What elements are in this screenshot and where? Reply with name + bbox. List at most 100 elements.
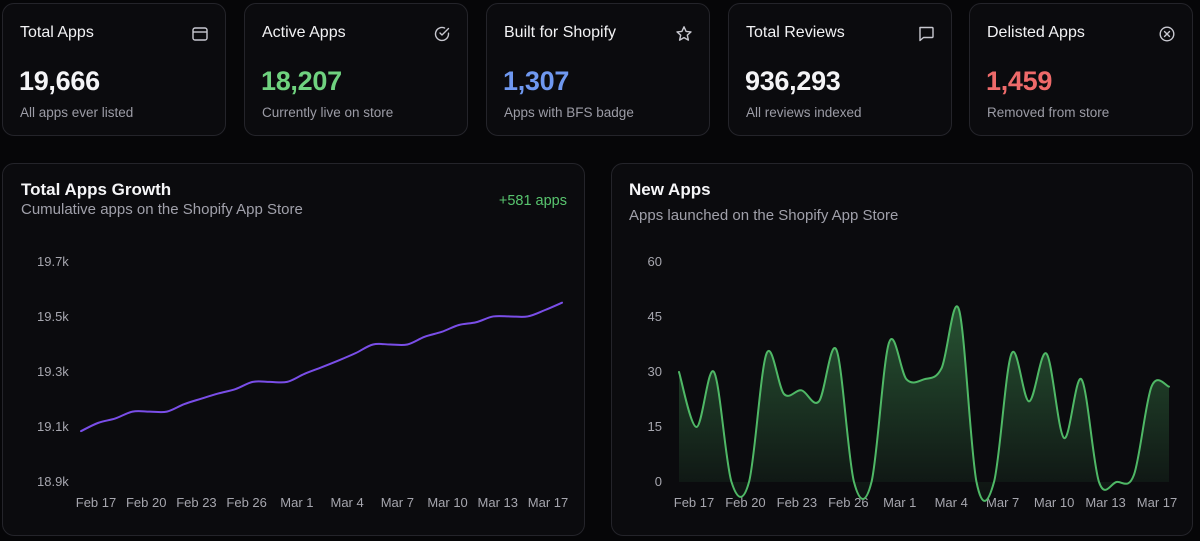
data-point[interactable]: [920, 375, 928, 383]
data-point[interactable]: [335, 356, 343, 364]
data-point[interactable]: [421, 333, 429, 341]
data-point[interactable]: [214, 389, 222, 397]
data-point[interactable]: [1165, 383, 1173, 391]
data-point[interactable]: [94, 419, 102, 427]
stat-card-active-apps: Active Apps 18,207 Currently live on sto…: [244, 3, 468, 136]
stat-caption: All apps ever listed: [20, 105, 134, 120]
data-point[interactable]: [745, 478, 753, 486]
data-point[interactable]: [146, 408, 154, 416]
x-tick-label: Mar 1: [280, 495, 313, 510]
data-point[interactable]: [163, 408, 171, 416]
data-point[interactable]: [438, 328, 446, 336]
stat-card-built-for-shopify: Built for Shopify 1,307 Apps with BFS ba…: [486, 3, 710, 136]
data-point[interactable]: [266, 378, 274, 386]
data-point[interactable]: [1043, 350, 1051, 358]
stat-label: Delisted Apps: [987, 24, 1085, 41]
x-tick-label: Feb 20: [126, 495, 166, 510]
chart-title: Total Apps Growth: [21, 180, 172, 199]
data-point[interactable]: [129, 408, 137, 416]
data-point[interactable]: [489, 312, 497, 320]
data-point[interactable]: [1095, 478, 1103, 486]
data-point[interactable]: [352, 349, 360, 357]
x-tick-label: Feb 26: [226, 495, 266, 510]
data-point[interactable]: [990, 478, 998, 486]
data-point[interactable]: [780, 390, 788, 398]
x-tick-label: Mar 10: [1034, 495, 1074, 510]
data-point[interactable]: [283, 378, 291, 386]
growth-chart-card: Total Apps Growth Cumulative apps on the…: [2, 163, 585, 536]
data-point[interactable]: [232, 385, 240, 393]
y-tick-label: 0: [655, 474, 662, 489]
stat-label: Total Apps: [20, 24, 94, 41]
data-point[interactable]: [300, 370, 308, 378]
data-point[interactable]: [1060, 434, 1068, 442]
stat-label: Total Reviews: [746, 24, 845, 41]
data-point[interactable]: [472, 318, 480, 326]
x-tick-label: Mar 7: [381, 495, 414, 510]
growth-badge: +581 apps: [498, 193, 567, 209]
y-tick-label: 19.7k: [37, 254, 69, 269]
data-point[interactable]: [403, 341, 411, 349]
x-tick-label: Mar 10: [427, 495, 467, 510]
data-point[interactable]: [524, 312, 532, 320]
data-point[interactable]: [710, 368, 718, 376]
data-point[interactable]: [728, 478, 736, 486]
x-tick-label: Mar 4: [330, 495, 363, 510]
data-point[interactable]: [249, 378, 257, 386]
x-tick-label: Mar 17: [1137, 495, 1177, 510]
data-point[interactable]: [675, 368, 683, 376]
data-point[interactable]: [1078, 375, 1086, 383]
data-point[interactable]: [850, 478, 858, 486]
stat-caption: Currently live on store: [262, 105, 394, 120]
stat-caption: All reviews indexed: [746, 105, 862, 120]
data-point[interactable]: [386, 341, 394, 349]
data-point[interactable]: [798, 386, 806, 394]
data-point[interactable]: [541, 306, 549, 314]
data-point[interactable]: [77, 427, 85, 435]
data-point[interactable]: [558, 299, 566, 307]
y-tick-label: 19.5k: [37, 309, 69, 324]
stat-value: 936,293: [745, 66, 841, 96]
stat-value: 19,666: [19, 66, 100, 96]
series-line: [678, 305, 1170, 502]
x-tick-label: Mar 17: [528, 495, 568, 510]
message-square-icon: [917, 25, 935, 43]
data-point[interactable]: [180, 400, 188, 408]
data-point[interactable]: [903, 375, 911, 383]
growth-chart: 18.9k 19.1k 19.3k 19.5k 19.7k Feb 17 Feb 20 Feb…: [37, 254, 568, 510]
data-point[interactable]: [455, 321, 463, 329]
stat-label: Active Apps: [262, 24, 346, 41]
x-tick-label: Mar 7: [986, 495, 1019, 510]
y-tick-label: 19.1k: [37, 419, 69, 434]
stat-value: 1,459: [986, 66, 1053, 96]
stat-value: 1,307: [503, 66, 570, 96]
data-point[interactable]: [1130, 471, 1138, 479]
data-point[interactable]: [318, 363, 326, 371]
data-point[interactable]: [693, 423, 701, 431]
data-point[interactable]: [369, 341, 377, 349]
data-point[interactable]: [1148, 383, 1156, 391]
data-point[interactable]: [868, 478, 876, 486]
data-point[interactable]: [885, 339, 893, 347]
data-point[interactable]: [1113, 478, 1121, 486]
data-point[interactable]: [955, 306, 963, 314]
data-point[interactable]: [938, 364, 946, 372]
x-tick-label: Mar 1: [883, 495, 916, 510]
data-point[interactable]: [833, 346, 841, 354]
data-point[interactable]: [111, 414, 119, 422]
stat-label: Built for Shopify: [504, 24, 617, 41]
data-point[interactable]: [1025, 397, 1033, 405]
data-point[interactable]: [197, 395, 205, 403]
data-point[interactable]: [1008, 350, 1016, 358]
data-point[interactable]: [973, 478, 981, 486]
data-point[interactable]: [506, 312, 514, 320]
y-tick-label: 15: [648, 419, 662, 434]
chart-subtitle: Apps launched on the Shopify App Store: [629, 207, 899, 224]
x-tick-label: Feb 17: [76, 495, 116, 510]
x-tick-label: Mar 4: [935, 495, 968, 510]
chart-title: New Apps: [629, 180, 711, 199]
check-circle-icon: [433, 25, 451, 43]
x-tick-label: Feb 23: [777, 495, 817, 510]
data-point[interactable]: [763, 350, 771, 358]
data-point[interactable]: [815, 397, 823, 405]
